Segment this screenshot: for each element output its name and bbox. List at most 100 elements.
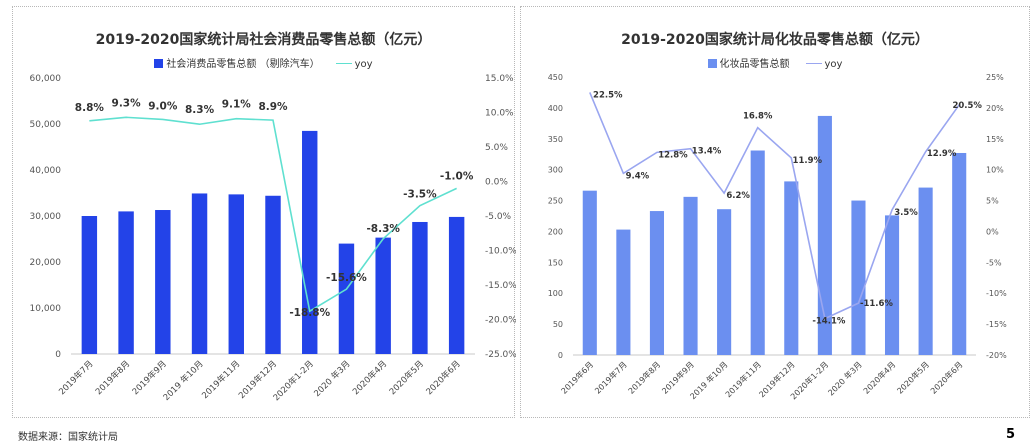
x-tick-label: 2020年6月 [928,359,964,395]
bar [302,130,318,354]
bar [118,211,134,354]
bar [884,215,900,355]
y-right-tick-label: -15% [986,320,1007,329]
y-right-tick-label: -5.0% [485,212,512,222]
yoy-data-label: 9.4% [626,171,650,181]
yoy-data-label: -14.1% [812,317,845,327]
x-tick-label: 2020年5月 [387,358,426,397]
x-tick-label: 2019年7月 [57,358,96,397]
bar [338,243,355,354]
yoy-data-label: 6.2% [726,191,750,201]
y-left-tick-label: 60,000 [30,74,62,84]
yoy-data-label: 11.9% [793,156,823,166]
bar [918,187,933,355]
yoy-data-label: -8.3% [366,223,400,235]
y-right-tick-label: -10% [986,289,1007,298]
y-left-tick-label: 50,000 [30,120,62,130]
bar [582,190,597,355]
y-left-tick-label: 450 [548,73,563,82]
yoy-data-label: 9.3% [112,97,142,109]
retail-sales-chart-panel: 0 10,000 20,000 30,000 40,000 50,000 60,000 -25… [12,6,517,418]
y-left-tick-label: 50 [553,320,563,329]
yoy-data-label: 20.5% [952,101,982,111]
yoy-line [89,116,457,313]
bar [448,216,465,354]
x-tick-label: 2020年6月 [424,358,463,397]
yoy-data-label: 8.3% [185,104,215,116]
y-left-tick-label: 30,000 [30,212,62,222]
yoy-data-label: 12.8% [658,150,688,160]
y-left-tick-label: 20,000 [30,258,62,268]
x-tick-label: 2019年8月 [93,358,132,397]
y-left-tick-label: 300 [548,166,563,175]
bar [81,216,98,354]
yoy-data-label: -15.6% [326,272,367,284]
yoy-data-label: -11.6% [860,299,893,309]
y-right-tick-label: 25% [986,73,1004,82]
y-right-tick-label: 15% [986,135,1004,144]
chart-legend: 化妆品零售总额 yoy [521,55,1029,70]
y-left-tick-label: 100 [548,289,563,298]
legend-line-label: yoy [354,59,373,70]
bar [649,211,665,355]
y-right-tick-label: 5.0% [485,143,508,153]
yoy-data-label: -3.5% [403,189,437,201]
data-source-note: 数据来源：国家统计局 [18,432,118,443]
page-number: 5 [1006,427,1016,442]
x-tick-label: 2019年9月 [660,359,696,395]
yoy-data-label: -1.0% [440,170,474,182]
x-tick-label: 2020 年3月 [312,358,353,399]
x-tick-label: 2019年8月 [626,359,662,395]
y-right-tick-label: -25.0% [485,350,516,360]
y-right-tick-label: 0.0% [485,178,508,188]
y-left-tick-label: 0 [558,351,563,360]
bar [616,229,631,355]
y-right-tick-label: 20% [986,104,1004,113]
y-left-tick-label: 40,000 [30,166,62,176]
x-tick-label: 2020年5月 [895,359,931,395]
x-tick-label: 2020年4月 [350,358,389,397]
legend-line-swatch [805,63,822,64]
bar [784,181,799,355]
y-left-tick-label: 400 [548,104,563,113]
bar [683,196,698,355]
y-right-tick-label: 10.0% [485,109,514,119]
retail-sales-chart: 0 10,000 20,000 30,000 40,000 50,000 60,000 -25… [30,74,517,403]
x-tick-label: 2019年9月 [130,358,169,397]
y-left-tick-label: 0 [55,350,61,360]
legend-line-label: yoy [824,59,843,70]
legend-bar-swatch [154,59,164,68]
y-right-tick-label: -10.0% [485,247,516,257]
bar [155,210,171,354]
y-left-tick-label: 150 [548,258,563,267]
yoy-data-label: -18.8% [289,307,330,319]
y-right-tick-label: -15.0% [485,281,516,291]
yoy-data-label: 8.9% [258,101,288,113]
bar [228,194,244,354]
y-right-tick-label: 10% [986,166,1004,175]
y-left-tick-label: 10,000 [30,304,62,314]
yoy-data-label: 22.5% [593,90,623,100]
bar [851,200,866,355]
y-right-tick-label: 0% [986,227,999,236]
yoy-data-label: 3.5% [894,208,918,218]
yoy-data-label: 12.9% [927,149,957,159]
y-right-tick-label: 5% [986,197,999,206]
yoy-line [589,92,960,320]
x-tick-label: 2020 年3月 [826,359,864,397]
yoy-data-label: 13.4% [692,147,722,157]
y-right-tick-label: 15.0% [485,74,514,84]
legend-bar-label: 化妆品零售总额 [719,59,790,70]
yoy-data-label: 8.8% [75,102,105,114]
bar [817,115,832,355]
x-tick-label: 2019年11月 [200,358,243,401]
legend-bar-label: 社会消费品零售总额 （剔除汽车） [166,59,320,70]
legend-line-swatch [335,63,352,64]
bar [191,193,208,354]
yoy-data-label: 9.1% [222,99,252,111]
x-tick-label: 2019年7月 [592,359,628,395]
cosmetics-sales-chart-panel: 0 50 100 150 200 250 300 350 400 450 -20% -15% -10% -… [520,6,1030,418]
chart-title: 2019-2020国家统计局化妆品零售总额（亿元） [621,32,929,48]
y-left-tick-label: 250 [548,197,563,206]
yoy-data-label: 9.0% [148,100,178,112]
